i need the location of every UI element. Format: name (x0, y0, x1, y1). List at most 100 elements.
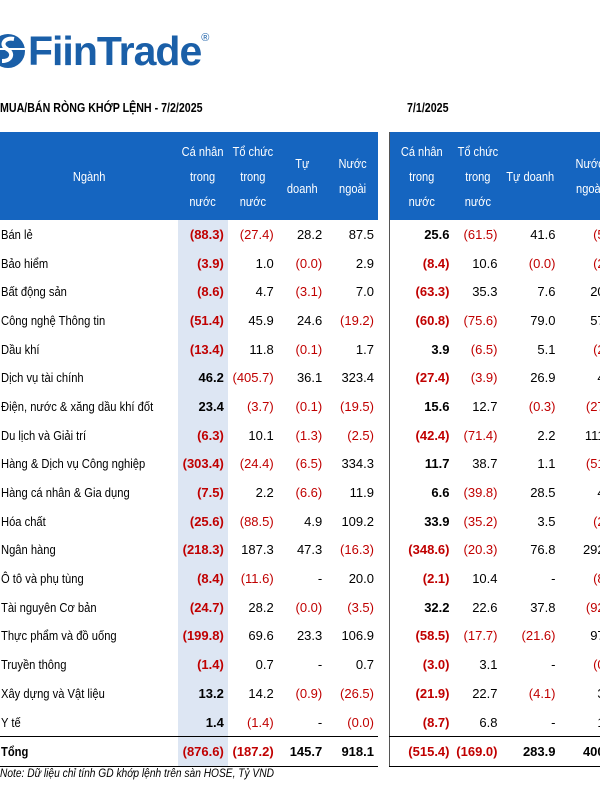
cell-individual: (515.4) (389, 736, 454, 768)
cell-institution: 1.0 (255, 255, 274, 271)
cell-proprietary: 7.6 (537, 284, 556, 300)
sector-name: Bảo hiểm (1, 255, 49, 271)
table-row: (348.6) (20.3) 76.8 292.1 (390, 536, 600, 565)
cell-proprietary: (0.0) (295, 255, 323, 271)
cell-individual: 3.9 (431, 341, 450, 357)
net-trade-table-current: Ngành Cá nhân trong nước Tổ chức trong n… (0, 132, 378, 768)
cell-proprietary: 1.1 (537, 456, 556, 472)
table-row: 25.6 (61.5) 41.6 (5.8 (390, 220, 600, 249)
cell-proprietary: 3.5 (537, 513, 556, 529)
col-header-institution: Tổ chức trong nước (227, 132, 278, 220)
sector-name: Hàng & Dịch vụ Công nghiệp (1, 456, 146, 472)
logo-s-icon (0, 34, 26, 68)
cell-foreign: (92.6 (585, 599, 600, 615)
cell-foreign: (27.9 (585, 398, 600, 414)
cell-foreign: 20.3 (590, 284, 600, 300)
sector-header: Ngành (0, 132, 178, 220)
cell-institution: (61.5) (463, 226, 498, 242)
sector-name: Dầu khí (1, 341, 40, 357)
cell-foreign: 87.5 (348, 226, 374, 242)
cell-institution: 35.3 (472, 284, 498, 300)
cell-proprietary: (1.3) (295, 427, 323, 443)
cell-institution: 28.2 (248, 599, 274, 615)
cell-foreign: 3.2 (560, 679, 600, 708)
cell-proprietary: - (551, 714, 556, 730)
cell-individual: 1.4 (177, 707, 228, 737)
col-header-foreign: Nước ngoài (559, 132, 600, 220)
sector-name: Bán lẻ (1, 226, 33, 242)
cell-institution: (27.4) (239, 226, 274, 242)
cell-individual: (303.4) (177, 449, 228, 479)
cell-institution: (187.2) (227, 736, 278, 768)
cell-individual: (8.7) (422, 714, 450, 730)
cell-individual: 25.6 (424, 226, 450, 242)
cell-institution: 10.6 (472, 255, 498, 271)
table-row: 3.9 (6.5) 5.1 (2.5 (390, 335, 600, 364)
cell-foreign: (2.2 (593, 513, 600, 529)
cell-proprietary: (0.3) (528, 398, 556, 414)
cell-individual: (2.1) (422, 571, 450, 587)
table-row: Xây dựng và Vật liệu 13.2 14.2 (0.9) (26.5) (0, 679, 378, 708)
cell-proprietary: (0.1) (295, 341, 323, 357)
cell-foreign: 111.6 (584, 427, 600, 443)
cell-foreign: 4.5 (560, 363, 600, 392)
table-row: 32.2 22.6 37.8 (92.6 (390, 593, 600, 622)
cell-foreign: (3.5) (347, 599, 374, 615)
cell-individual: 11.7 (424, 456, 450, 472)
cell-foreign: (0.2 (593, 657, 600, 673)
cell-institution: 11.8 (249, 341, 274, 357)
table-row: Dầu khí (13.4) 11.8 (0.1) 1.7 (0, 334, 378, 364)
cell-foreign: 20.0 (348, 571, 374, 587)
cell-individual: (21.9) (415, 685, 450, 701)
cell-individual: (51.4) (177, 306, 228, 335)
cell-proprietary: (21.6) (521, 628, 556, 644)
cell-proprietary: 4.9 (304, 513, 323, 529)
table-row: Du lịch và Giải trí (6.3) 10.1 (1.3) (2.5) (0, 420, 378, 450)
cell-individual: (6.3) (177, 420, 228, 450)
cell-proprietary: 23.3 (296, 628, 323, 644)
cell-foreign: (16.3) (340, 542, 374, 558)
cell-proprietary: - (317, 571, 323, 587)
cell-foreign: (2.2 (593, 255, 600, 271)
sector-name: Hàng cá nhân & Gia dụng (1, 485, 130, 501)
cell-foreign: 4.7 (560, 478, 600, 507)
cell-individual: 15.6 (424, 398, 450, 414)
cell-proprietary: (0.0) (528, 255, 556, 271)
cell-institution: 14.2 (248, 685, 274, 701)
cell-individual: (348.6) (408, 542, 450, 558)
cell-individual: (199.8) (177, 621, 228, 651)
cell-individual: (7.5) (177, 478, 228, 507)
table-row: 33.9 (35.2) 3.5 (2.2 (390, 507, 600, 536)
table-row: (58.5) (17.7) (21.6) 97.8 (390, 622, 600, 651)
table-row: Dịch vụ tài chính 46.2 (405.7) 36.1 323.4 (0, 363, 378, 393)
cell-institution: 6.8 (479, 714, 498, 730)
cell-proprietary: (4.1) (528, 685, 556, 701)
cell-individual: (3.0) (422, 657, 450, 673)
cell-individual: (876.6) (177, 736, 228, 768)
cell-foreign: (0.0) (347, 714, 374, 730)
cell-proprietary: 26.9 (530, 370, 556, 386)
cell-individual: 46.2 (177, 363, 228, 393)
cell-individual: (24.7) (177, 592, 228, 622)
col-header-individual: Cá nhân trong nước (177, 132, 228, 220)
cell-individual: 23.4 (177, 392, 228, 421)
cell-proprietary: - (317, 714, 323, 730)
table-row: (42.4) (71.4) 2.2 111.6 (390, 421, 600, 450)
total-row: (515.4)(169.0)283.9400.5 (389, 736, 600, 768)
table-header: Cá nhân trong nước Tổ chức trong nước Tự… (389, 132, 600, 220)
cell-foreign: 11.9 (349, 485, 374, 501)
table-row: (8.7) 6.8 -1.9 (390, 708, 600, 737)
cell-institution: (71.4) (463, 427, 498, 443)
cell-individual: (218.3) (177, 535, 228, 565)
table-title-left: MUA/BÁN RÒNG KHỚP LỆNH - 7/2/2025 (0, 100, 203, 115)
cell-proprietary: 79.0 (530, 312, 556, 328)
table-row: (3.0) 3.1 - (0.2 (390, 650, 600, 679)
cell-proprietary: 28.2 (296, 226, 323, 242)
cell-institution: (75.6) (463, 312, 498, 328)
cell-proprietary: 36.1 (296, 370, 323, 386)
table-row: 6.6 (39.8) 28.54.7 (390, 478, 600, 507)
cell-institution: 10.4 (472, 571, 498, 587)
cell-foreign: 400.5 (559, 736, 600, 768)
sector-name: Điện, nước & xăng dầu khí đốt (1, 398, 154, 414)
cell-institution: (3.7) (246, 398, 274, 414)
